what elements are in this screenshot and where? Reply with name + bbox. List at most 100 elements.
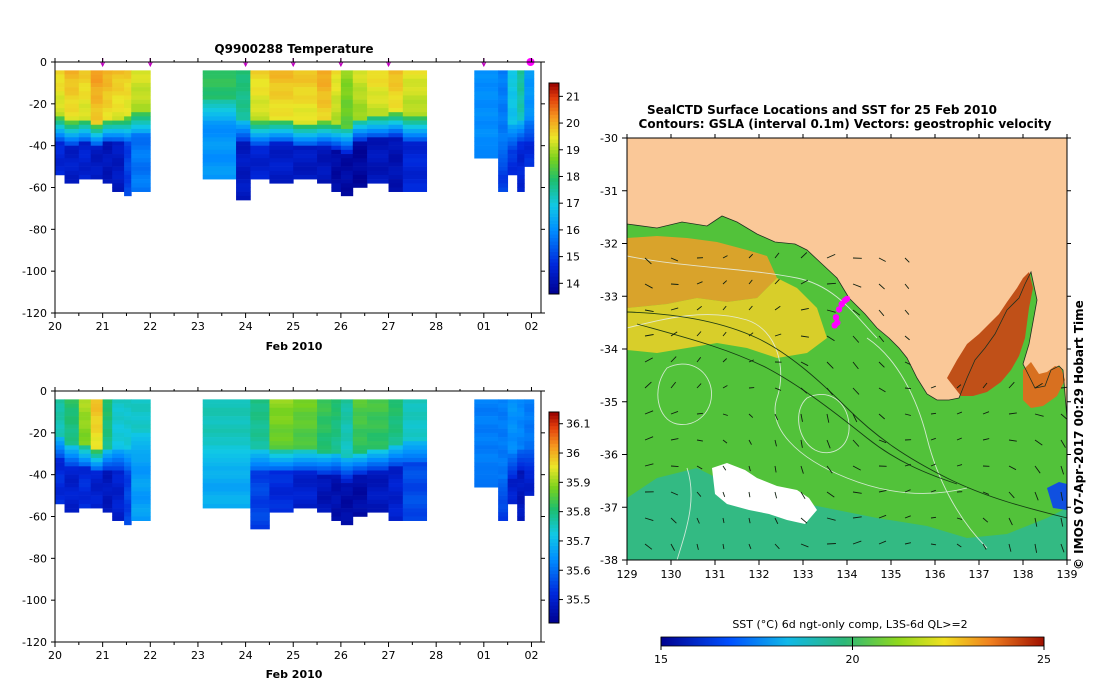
section-cell [498, 91, 509, 96]
colorbar-swatch [549, 542, 559, 546]
section-cell [102, 174, 113, 180]
colorbar-swatch [549, 121, 559, 126]
section-cell [517, 403, 525, 409]
colorbar-swatch [549, 601, 559, 606]
velocity-arrow [800, 543, 809, 548]
velocity-arrow [774, 543, 780, 550]
section-cell [112, 112, 125, 117]
section-cell [517, 428, 525, 434]
velocity-arrow [852, 361, 859, 370]
section-cell [402, 483, 428, 488]
velocity-arrow [670, 517, 677, 524]
section-cell [507, 78, 518, 84]
section-cell [112, 82, 125, 88]
section-cell [402, 424, 428, 429]
section-cell [90, 70, 104, 75]
section-cell [250, 116, 270, 121]
section-cell [367, 124, 389, 130]
section-cell [474, 70, 499, 75]
section-cell [55, 441, 65, 446]
section-cell [269, 166, 294, 172]
section-cell [331, 149, 342, 155]
section-cell [112, 133, 125, 138]
section-cell [352, 432, 368, 438]
section-cell [524, 162, 535, 167]
section-cell [269, 449, 294, 455]
section-cell [102, 78, 113, 84]
section-cell [269, 120, 294, 126]
section-cell [507, 495, 518, 501]
section-cell [202, 411, 251, 417]
section-cell [236, 103, 251, 109]
section-cell [124, 158, 132, 163]
section-cell [331, 508, 342, 513]
section-cell [124, 478, 132, 484]
section-cell [112, 457, 125, 463]
section-cell [340, 483, 354, 488]
colorbar-swatch [549, 482, 559, 487]
section-cell [55, 449, 65, 455]
section-cell [524, 137, 535, 142]
sst-colorbar-tick-label: 25 [1037, 653, 1051, 666]
section-cell [293, 403, 318, 409]
section-cell [517, 87, 525, 92]
colorbar-swatch [549, 153, 559, 158]
velocity-arrow [956, 384, 962, 389]
section-cell [331, 99, 342, 105]
velocity-arrow [722, 331, 727, 337]
section-cell [352, 470, 368, 475]
colorbar-swatch [549, 496, 559, 501]
section-cell [55, 495, 65, 501]
section-cell [402, 108, 428, 113]
section-cell [524, 158, 535, 163]
section-cell [524, 437, 535, 442]
section-cell [498, 483, 509, 488]
section-cell [250, 108, 270, 113]
section-cell [402, 466, 428, 471]
section-cell [352, 466, 368, 471]
section-cell [269, 503, 294, 509]
section-cell [131, 508, 151, 513]
profile-marker-head [243, 61, 249, 68]
section-cell [90, 158, 104, 163]
section-cell [78, 445, 92, 450]
section-cell [269, 470, 294, 475]
section-cell [269, 462, 294, 467]
section-cell [517, 474, 525, 480]
section-cell [340, 145, 354, 151]
section-cell [112, 449, 125, 455]
section-cell [352, 128, 368, 134]
section-cell [293, 162, 318, 167]
section-cell [388, 445, 404, 450]
velocity-arrow [748, 543, 752, 550]
section-cell [78, 487, 92, 492]
section-cell [507, 116, 518, 121]
section-cell [131, 503, 151, 509]
colorbar-swatch [549, 443, 559, 448]
section-cell [352, 124, 368, 130]
section-cell [340, 399, 354, 404]
section-cell [102, 158, 113, 163]
section-cell [102, 82, 113, 88]
section-cell [517, 470, 525, 475]
velocity-arrow [644, 436, 654, 441]
section-cell [517, 187, 525, 192]
x-tick-label: 20 [48, 320, 62, 333]
section-cell [124, 416, 132, 421]
section-cell [250, 445, 270, 450]
section-cell [102, 503, 113, 509]
section-cell [317, 407, 332, 413]
y-tick-label: -80 [29, 552, 47, 565]
section-cell [402, 512, 428, 517]
section-cell [78, 428, 92, 434]
section-cell [202, 483, 251, 488]
section-cell [367, 441, 389, 446]
section-cell [112, 411, 125, 417]
velocity-arrow [956, 543, 962, 548]
section-cell [367, 141, 389, 146]
section-cell [112, 128, 125, 134]
section-cell [524, 87, 535, 92]
section-cell [250, 149, 270, 155]
velocity-arrow [670, 410, 679, 415]
section-cell [498, 145, 509, 151]
